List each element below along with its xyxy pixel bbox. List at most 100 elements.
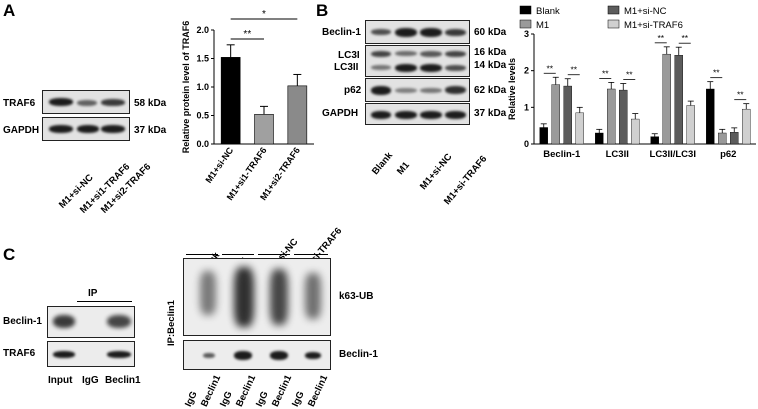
bar	[742, 108, 751, 145]
legend-swatch	[519, 19, 532, 29]
lane-label-igg: IgG	[82, 375, 99, 386]
kda-label-beclin1: 60 kDa	[474, 27, 507, 38]
y-tick-label: 1.0	[196, 82, 209, 92]
row-label-beclin1-b: Beclin-1	[322, 27, 361, 38]
y-tick-label: 2	[524, 66, 529, 76]
blot-strip-beclin1-ip	[183, 340, 331, 370]
row-label-lc3i: LC3I	[338, 50, 360, 61]
kda-label-lc3i: 16 kDa	[474, 47, 507, 58]
bar	[607, 88, 616, 145]
lane-label-input: Input	[48, 375, 73, 386]
bar	[650, 136, 659, 145]
lane-label-b-2: M1	[395, 159, 412, 178]
bar	[563, 85, 572, 145]
row-label-traf6: TRAF6	[3, 98, 36, 109]
row-label-beclin1-c: Beclin-1	[3, 316, 42, 327]
bar	[551, 84, 560, 145]
significance-label: **	[737, 90, 744, 100]
legend-swatch	[607, 5, 620, 15]
y-tick-label: 1	[524, 102, 529, 112]
significance-label: **	[713, 68, 720, 78]
ip-lane-3: IgG	[218, 389, 235, 409]
ip-lane-5: IgG	[254, 389, 271, 409]
ip-bracket-line	[77, 301, 132, 302]
y-tick-label: 2.0	[196, 25, 209, 35]
significance-label: *	[262, 9, 266, 20]
bar	[718, 132, 727, 145]
group-line-1	[186, 254, 218, 255]
group-line-2	[222, 254, 254, 255]
panel-label-c: C	[3, 245, 16, 264]
blot-strip-traf6	[42, 90, 130, 114]
significance-label: **	[681, 33, 688, 43]
significance-label: **	[657, 33, 664, 43]
bar	[662, 53, 671, 145]
y-axis-label: Relative protein level of TRAF6	[181, 21, 191, 154]
legend-label: M1	[536, 20, 549, 31]
blot-strip-p62	[365, 78, 470, 102]
bar	[539, 127, 548, 145]
bar	[706, 88, 715, 145]
significance-label: **	[546, 63, 553, 73]
group-line-3	[258, 254, 290, 255]
significance-label: **	[602, 68, 609, 78]
blot-strip-k63ub	[183, 258, 331, 336]
y-tick-label: 1.5	[196, 54, 209, 64]
autophagy-bar-chart: 0 1 2 3 Relative levels Blank M1 M1+si-NC M1+si-…	[507, 5, 756, 160]
bar	[287, 85, 308, 145]
y-tick-label: 0	[524, 139, 529, 149]
kda-label-lc3ii: 14 kDa	[474, 60, 507, 71]
ip-lane-7: IgG	[290, 389, 307, 409]
row-label-traf6-c: TRAF6	[3, 348, 36, 359]
bar	[730, 132, 739, 145]
ip-side-label: IP:Beclin1	[166, 300, 177, 346]
row-label-k63ub: k63-UB	[339, 291, 374, 302]
y-tick-label: 3	[524, 29, 529, 39]
legend-label: M1+si-TRAF6	[624, 20, 683, 31]
ip-lane-8: Beclin1	[306, 373, 331, 409]
bar	[619, 89, 628, 145]
row-label-lc3ii: LC3II	[334, 62, 359, 73]
x-tick-label: M1+si-NC	[203, 145, 235, 185]
lane-label-b-1: Blank	[370, 150, 396, 178]
kda-label-traf6: 58 kDa	[134, 98, 167, 109]
bar	[686, 105, 695, 145]
kda-label-gapdh-a: 37 kDa	[134, 125, 167, 136]
y-axis-label: Relative levels	[507, 58, 517, 120]
blot-strip-gapdh-a	[42, 117, 130, 141]
bar	[595, 132, 604, 145]
kda-label-gapdh-b: 37 kDa	[474, 108, 507, 119]
ip-lane-1: IgG	[183, 389, 200, 409]
row-label-beclin1-ip: Beclin-1	[339, 349, 378, 360]
bar	[220, 57, 241, 145]
x-tick-label: LC3II/LC3I	[650, 149, 696, 160]
y-tick-label: 0.0	[196, 139, 209, 149]
y-tick-label: 0.5	[196, 111, 209, 121]
group-line-4	[294, 254, 328, 255]
lane-label-beclin1: Beclin1	[105, 375, 141, 386]
legend-swatch	[519, 5, 532, 15]
blot-strip-traf6-c	[47, 341, 135, 367]
blot-strip-lc3	[365, 45, 470, 77]
traf6-bar-chart: 0.0 0.5 1.0 1.5 2.0 Relative protein level of…	[181, 9, 314, 202]
row-label-p62: p62	[344, 85, 362, 96]
legend-label: M1+si-NC	[624, 6, 667, 17]
blot-strip-beclin1	[365, 20, 470, 44]
significance-label: **	[626, 70, 633, 80]
bar	[674, 55, 683, 145]
panel-label-a: A	[3, 1, 16, 20]
row-label-gapdh: GAPDH	[3, 125, 40, 136]
significance-label: **	[243, 29, 251, 40]
legend-swatch	[607, 19, 620, 29]
lane-label-b-3: M1+si-NC	[418, 151, 455, 193]
blot-strip-gapdh-b	[365, 103, 470, 125]
x-tick-label: Beclin-1	[543, 149, 581, 160]
significance-label: **	[570, 65, 577, 75]
kda-label-p62: 62 kDa	[474, 85, 507, 96]
panel-label-b: B	[316, 1, 329, 20]
x-tick-label: p62	[720, 149, 736, 160]
ip-header: IP	[88, 288, 98, 299]
bar	[631, 118, 640, 145]
x-tick-label: LC3II	[606, 149, 629, 160]
blot-strip-beclin1-c	[47, 306, 135, 338]
